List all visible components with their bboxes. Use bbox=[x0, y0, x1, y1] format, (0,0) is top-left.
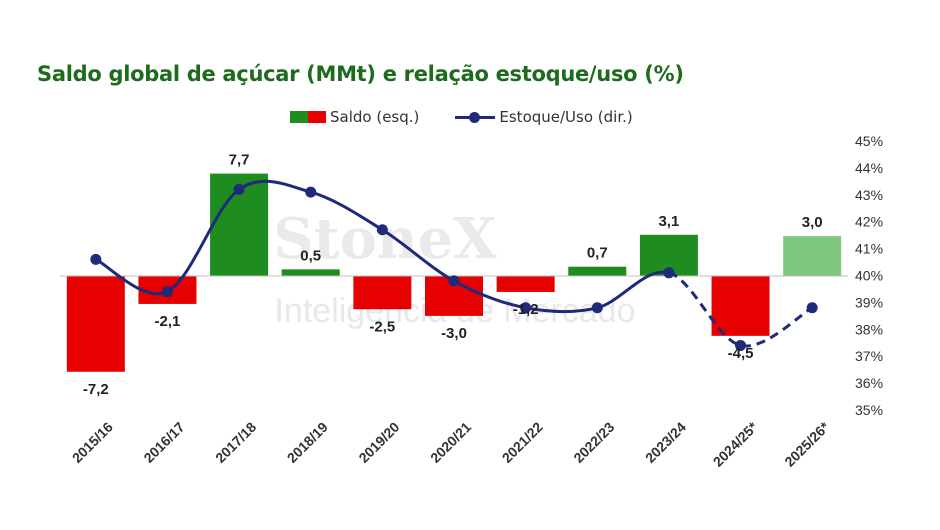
x-tick-label: 2023/24 bbox=[642, 419, 689, 466]
estoque-uso-point-2024/25* bbox=[735, 339, 747, 351]
chart-legend: Saldo (esq.) Estoque/Uso (dir.) bbox=[290, 108, 633, 126]
legend-label-estoque: Estoque/Uso (dir.) bbox=[499, 108, 633, 126]
bar-2015/16 bbox=[66, 276, 125, 372]
watermark-brand: StoneX bbox=[273, 206, 497, 272]
bar-value-label: -4,5 bbox=[728, 345, 754, 362]
legend-item-estoque: Estoque/Uso (dir.) bbox=[455, 108, 633, 126]
y-right-tick-label: 37% bbox=[855, 348, 883, 364]
bar-value-label: -1,2 bbox=[513, 301, 539, 318]
bar-value-label: -2,1 bbox=[155, 313, 181, 330]
y-right-tick-label: 44% bbox=[855, 160, 883, 176]
legend-swatch-positive bbox=[290, 111, 308, 123]
estoque-uso-point-2021/22 bbox=[520, 302, 532, 314]
estoque-uso-point-2025/26* bbox=[806, 302, 818, 314]
estoque-uso-point-2023/24 bbox=[663, 267, 675, 279]
estoque-uso-point-2020/21 bbox=[448, 275, 460, 287]
estoque-uso-point-2022/23 bbox=[591, 302, 603, 314]
x-tick-label: 2015/16 bbox=[69, 419, 116, 466]
x-tick-label: 2022/23 bbox=[570, 419, 617, 466]
legend-label-saldo: Saldo (esq.) bbox=[330, 108, 420, 126]
bar-2025/26* bbox=[783, 236, 842, 276]
y-right-tick-label: 36% bbox=[855, 375, 883, 391]
bar-value-label: -2,5 bbox=[369, 318, 395, 335]
x-tick-label: 2025/26* bbox=[781, 418, 832, 469]
bar-2021/22 bbox=[496, 276, 555, 292]
bar-value-label: 3,1 bbox=[658, 213, 679, 230]
y-right-tick-label: 43% bbox=[855, 187, 883, 203]
bar-value-label: 0,5 bbox=[300, 247, 321, 264]
chart-title: Saldo global de açúcar (MMt) e relação e… bbox=[37, 62, 684, 86]
x-tick-label: 2018/19 bbox=[284, 419, 331, 466]
x-tick-label: 2021/22 bbox=[499, 419, 546, 466]
bar-value-label: 7,7 bbox=[229, 152, 250, 169]
bar-2018/19 bbox=[281, 269, 340, 276]
bar-value-label: 3,0 bbox=[802, 214, 823, 231]
y-right-tick-label: 42% bbox=[855, 214, 883, 230]
legend-swatch-line bbox=[455, 111, 496, 123]
legend-swatch-negative bbox=[308, 111, 326, 123]
estoque-uso-point-2019/20 bbox=[376, 224, 388, 236]
y-right-tick-label: 38% bbox=[855, 321, 883, 337]
bar-value-label: -7,2 bbox=[83, 381, 109, 398]
y-right-tick-label: 40% bbox=[855, 268, 883, 284]
bar-2024/25* bbox=[711, 276, 770, 336]
legend-item-saldo: Saldo (esq.) bbox=[290, 108, 419, 126]
x-tick-label: 2016/17 bbox=[140, 419, 187, 466]
y-right-tick-label: 39% bbox=[855, 294, 883, 310]
x-tick-label: 2019/20 bbox=[355, 419, 402, 466]
estoque-uso-point-2016/17 bbox=[161, 286, 173, 298]
bar-value-label: -3,0 bbox=[441, 325, 467, 342]
estoque-uso-point-2018/19 bbox=[305, 186, 317, 198]
estoque-uso-point-2017/18 bbox=[233, 183, 245, 195]
x-tick-label: 2020/21 bbox=[427, 419, 474, 466]
y-right-tick-label: 41% bbox=[855, 241, 883, 257]
bar-value-label: 0,7 bbox=[587, 245, 608, 262]
estoque-uso-point-2015/16 bbox=[90, 253, 102, 265]
x-tick-label: 2017/18 bbox=[212, 419, 259, 466]
y-right-tick-label: 45% bbox=[855, 133, 883, 149]
y-right-tick-label: 35% bbox=[855, 402, 883, 418]
x-tick-label: 2024/25* bbox=[710, 418, 761, 469]
bar-2019/20 bbox=[353, 276, 412, 310]
bar-2022/23 bbox=[568, 266, 627, 276]
